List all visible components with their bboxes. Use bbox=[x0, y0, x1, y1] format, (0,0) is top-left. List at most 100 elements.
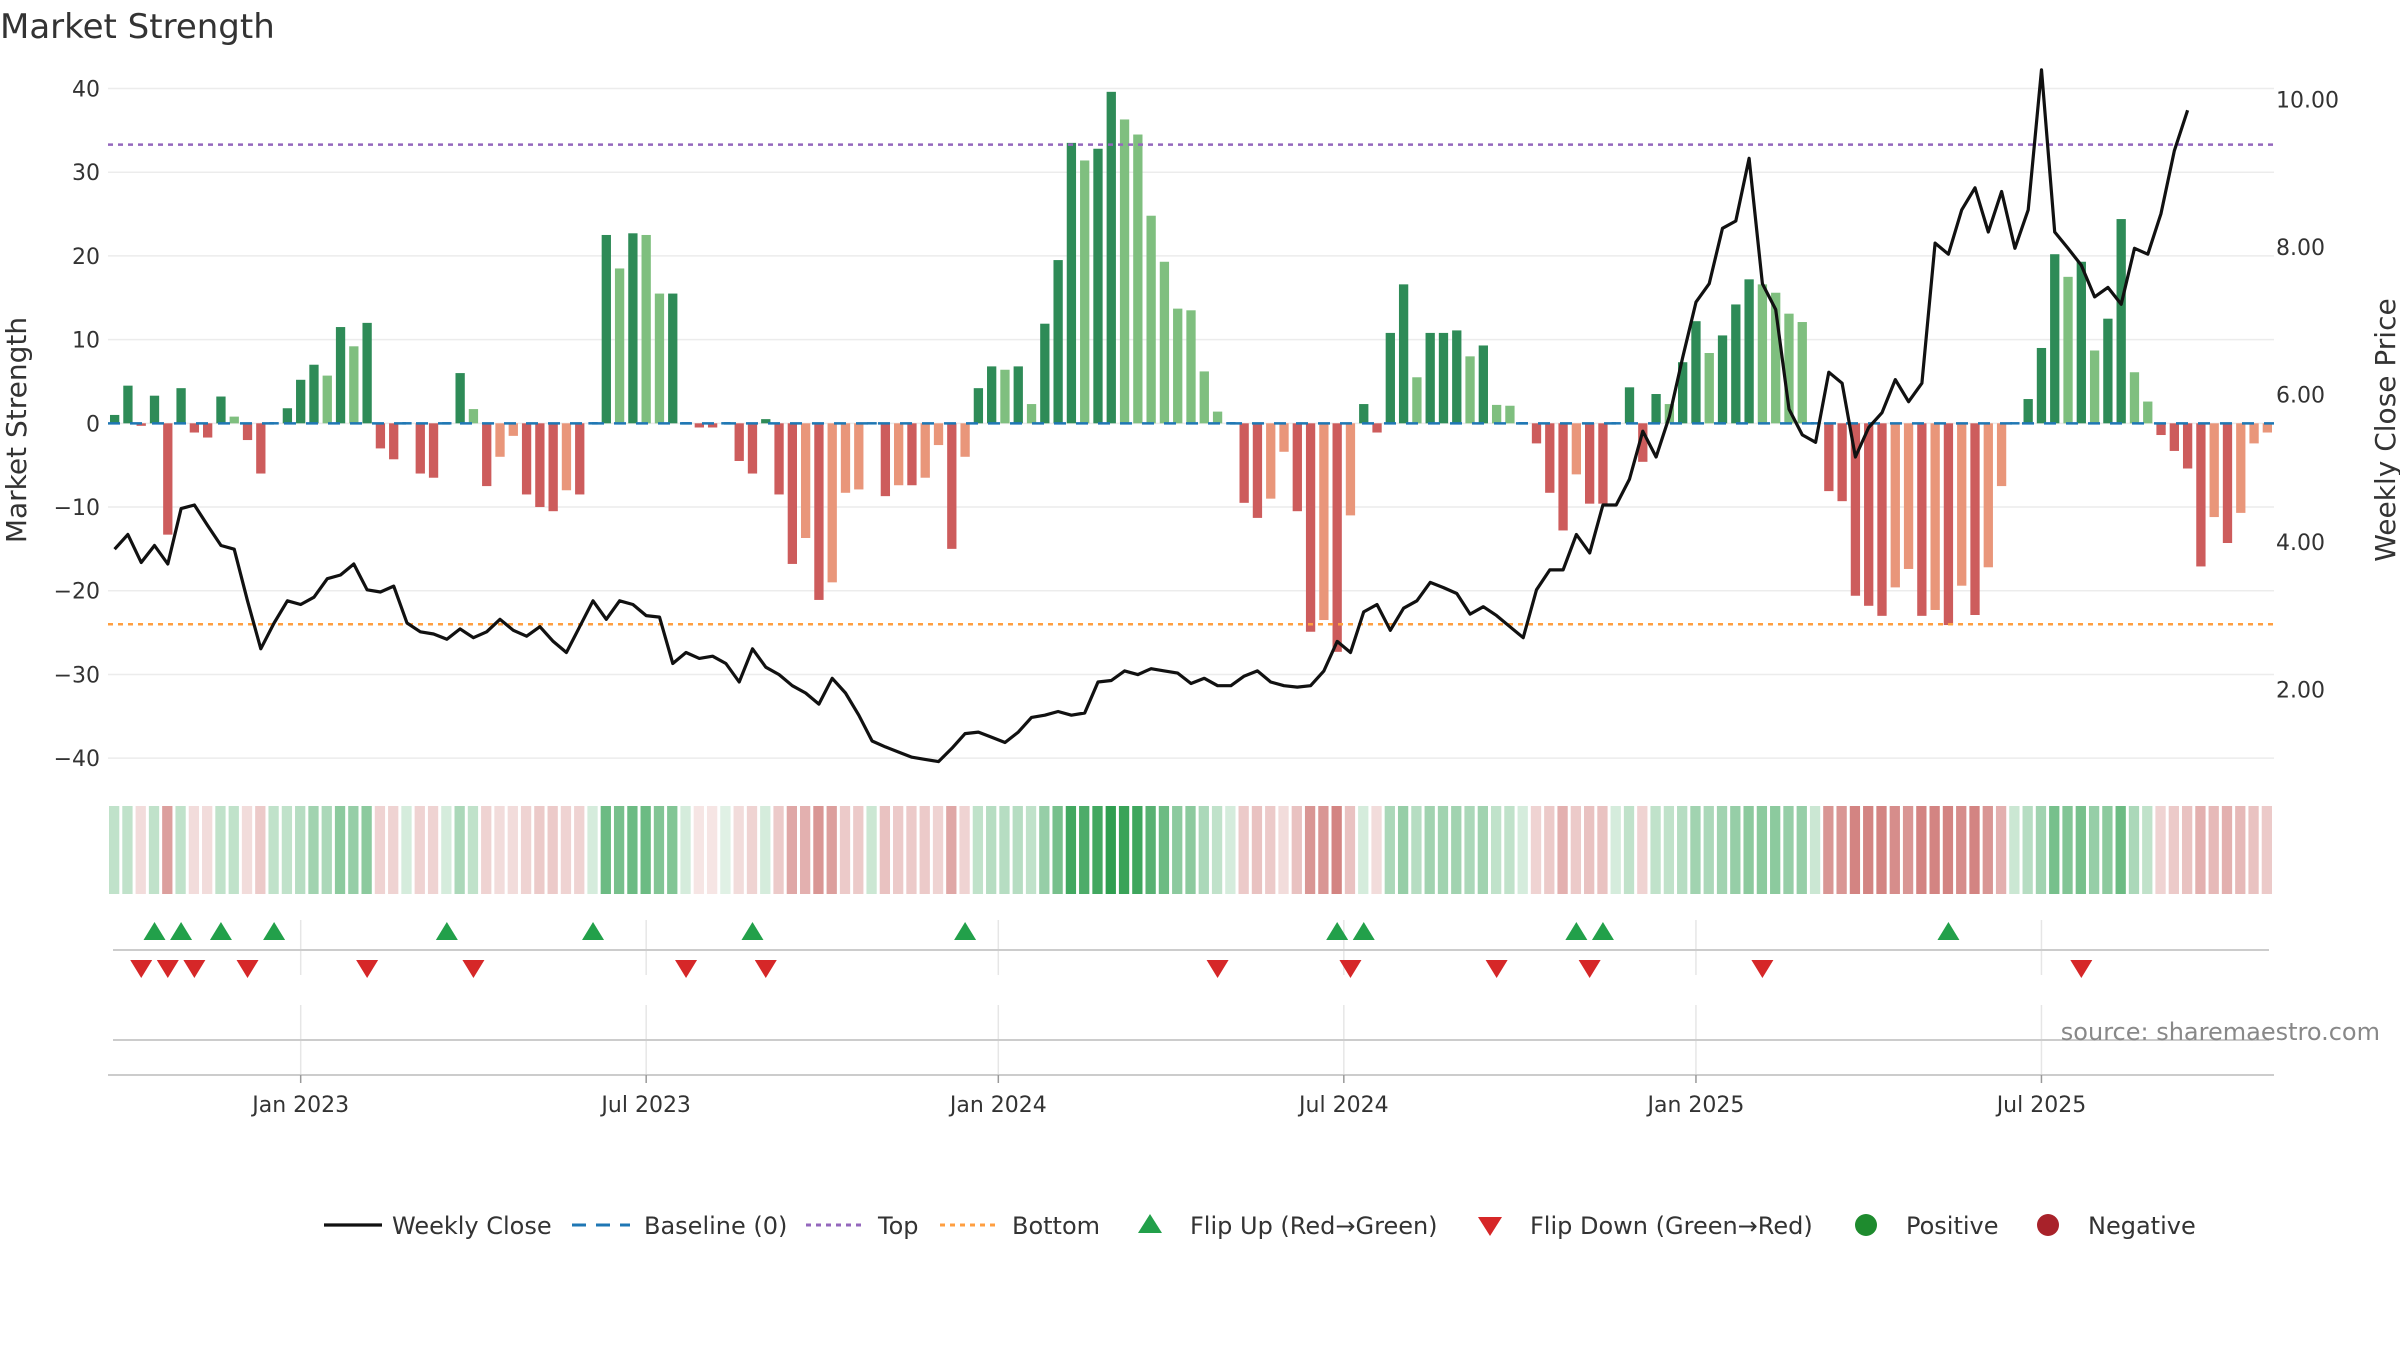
band-cell bbox=[1770, 806, 1781, 894]
strength-bar-63 bbox=[947, 423, 957, 549]
strength-bar-23 bbox=[415, 423, 425, 474]
band-cell bbox=[1039, 806, 1050, 894]
flip-up-marker-6 bbox=[741, 922, 764, 940]
band-cell bbox=[999, 806, 1010, 894]
flip-down-marker-12 bbox=[1751, 960, 1774, 978]
band-cell bbox=[1344, 806, 1356, 894]
band-cell bbox=[839, 806, 851, 894]
strength-bar-55 bbox=[840, 423, 851, 493]
legend-flip-up-label: Flip Up (Red→Green) bbox=[1190, 1212, 1438, 1240]
weekly-close-line bbox=[113, 68, 2190, 764]
band-cell bbox=[1291, 806, 1302, 894]
strength-bar-142 bbox=[1996, 423, 2007, 487]
strength-bar-39 bbox=[628, 233, 638, 424]
strength-bar-45 bbox=[707, 423, 718, 428]
strength-bar-10 bbox=[242, 423, 253, 441]
strength-bar-83 bbox=[1212, 411, 1223, 424]
flip-down-marker-13 bbox=[2070, 960, 2093, 978]
flip-down-marker-2 bbox=[183, 960, 206, 978]
band-cell bbox=[1876, 806, 1887, 894]
band-cell bbox=[2049, 806, 2060, 894]
band-cell bbox=[2168, 806, 2179, 894]
strength-bar-129 bbox=[1824, 423, 1834, 492]
strength-bar-71 bbox=[1053, 260, 1063, 424]
strength-bar-72 bbox=[1066, 142, 1077, 424]
band-cell bbox=[773, 806, 784, 894]
band-cell bbox=[693, 806, 704, 894]
left-tick-label-7: −30 bbox=[54, 663, 100, 688]
band-cell bbox=[1743, 806, 1754, 894]
band-cell bbox=[959, 806, 970, 894]
strength-bar-53 bbox=[814, 423, 824, 600]
strength-bar-98 bbox=[1412, 377, 1422, 424]
band-cell bbox=[374, 806, 386, 894]
flip-down-marker-3 bbox=[236, 960, 259, 978]
strength-bar-50 bbox=[774, 423, 784, 495]
strength-bar-144 bbox=[2023, 399, 2033, 424]
flip-down-marker-10 bbox=[1485, 960, 1508, 978]
band-cell bbox=[1730, 806, 1741, 894]
strength-bar-17 bbox=[335, 327, 346, 424]
strength-bar-136 bbox=[1917, 423, 1927, 616]
strength-bar-107 bbox=[1531, 423, 1542, 444]
band-cell bbox=[215, 806, 226, 894]
strength-bar-148 bbox=[2076, 261, 2086, 424]
strength-bar-48 bbox=[747, 423, 758, 474]
band-cell bbox=[760, 806, 771, 894]
strength-bar-59 bbox=[894, 423, 904, 486]
band-cell bbox=[1158, 806, 1170, 894]
band-cell bbox=[2181, 806, 2193, 894]
strength-bar-147 bbox=[2063, 276, 2073, 424]
band-cell bbox=[1304, 806, 1316, 894]
strength-bar-119 bbox=[1691, 321, 1701, 424]
band-cell bbox=[109, 806, 120, 894]
band-cell bbox=[1371, 806, 1382, 894]
band-cell bbox=[1570, 806, 1582, 894]
strength-bars bbox=[109, 91, 2272, 652]
left-tick-label-0: 40 bbox=[72, 77, 100, 102]
strength-bar-114 bbox=[1624, 387, 1635, 424]
strength-bar-21 bbox=[389, 423, 399, 460]
band-cell bbox=[1544, 806, 1555, 894]
strength-bar-76 bbox=[1119, 119, 1130, 424]
band-cell bbox=[388, 806, 399, 894]
flip-up-marker-12 bbox=[1937, 922, 1960, 940]
band-cell bbox=[228, 806, 239, 894]
flip-up-marker-2 bbox=[209, 922, 232, 940]
strength-bar-92 bbox=[1332, 423, 1342, 652]
strength-bar-154 bbox=[2156, 423, 2166, 436]
left-tick-label-5: −10 bbox=[54, 496, 100, 521]
strength-bar-0 bbox=[109, 414, 120, 424]
strength-bar-67 bbox=[1000, 369, 1010, 424]
band-cell bbox=[547, 806, 558, 894]
left-tick-label-8: −40 bbox=[54, 747, 100, 772]
strength-bar-87 bbox=[1266, 423, 1276, 499]
band-cell bbox=[1663, 806, 1675, 894]
right-tick-label-2: 6.00 bbox=[2276, 383, 2325, 408]
strength-bar-139 bbox=[1957, 423, 1967, 586]
strength-bar-95 bbox=[1372, 423, 1382, 433]
strength-bar-81 bbox=[1186, 310, 1196, 424]
strength-bar-61 bbox=[920, 423, 930, 478]
band-cell bbox=[653, 806, 665, 894]
band-cell bbox=[720, 806, 731, 894]
strength-bar-158 bbox=[2209, 423, 2219, 518]
strength-bar-137 bbox=[1930, 423, 1940, 610]
band-cell bbox=[295, 806, 306, 894]
strength-bar-54 bbox=[827, 423, 837, 583]
band-cell bbox=[1490, 806, 1502, 894]
flip-up-marker-7 bbox=[954, 922, 977, 940]
band-cell bbox=[2195, 806, 2206, 894]
strength-bar-153 bbox=[2143, 401, 2153, 424]
flip-down-marker-9 bbox=[1339, 960, 1362, 978]
x-tick-label-1: Jul 2023 bbox=[599, 1093, 691, 1118]
strength-bar-41 bbox=[654, 293, 665, 424]
band-cell bbox=[1105, 806, 1116, 894]
strength-bar-38 bbox=[614, 268, 625, 424]
legend-baseline-label: Baseline (0) bbox=[644, 1212, 787, 1240]
strength-bar-96 bbox=[1385, 332, 1395, 424]
band-cell bbox=[613, 806, 625, 894]
band-cell bbox=[1836, 806, 1847, 894]
strength-bar-89 bbox=[1292, 423, 1302, 512]
strength-bar-19 bbox=[362, 322, 372, 424]
